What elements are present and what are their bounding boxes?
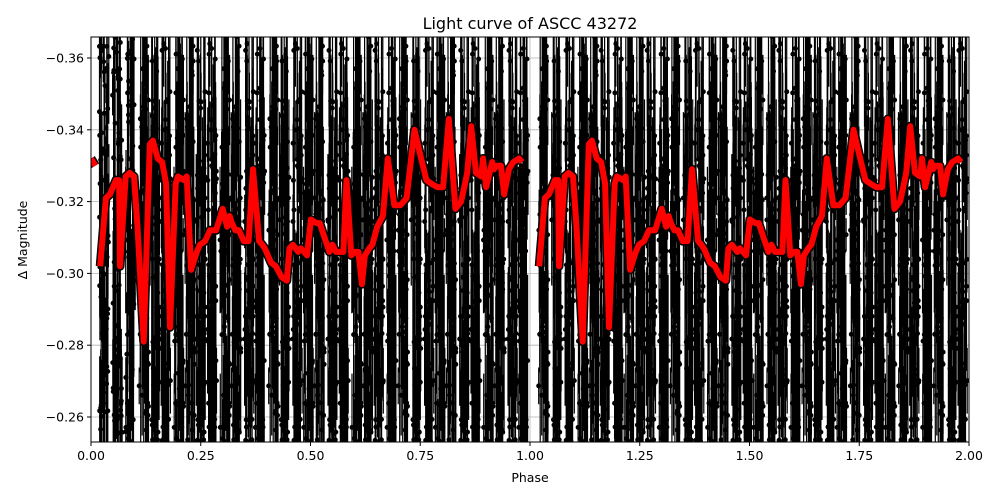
y-tick-label: −0.34 <box>46 122 84 137</box>
x-axis-label: Phase <box>511 470 549 485</box>
x-tick-label: 0.50 <box>297 448 325 463</box>
x-tick-label: 1.25 <box>626 448 654 463</box>
x-tick-label: 2.00 <box>955 448 983 463</box>
y-tick-label: −0.30 <box>46 266 84 281</box>
chart-title: Light curve of ASCC 43272 <box>423 14 638 33</box>
x-tick-label: 0.25 <box>187 448 215 463</box>
x-tick-label: 0.00 <box>77 448 105 463</box>
x-tick-label: 1.00 <box>516 448 544 463</box>
y-tick-label: −0.32 <box>46 194 84 209</box>
y-axis-label: Δ Magnitude <box>15 200 30 279</box>
x-tick-label: 1.75 <box>845 448 873 463</box>
x-axis-ticks: 0.00 0.25 0.50 0.75 1.00 1.25 1.50 1.75 2.00 <box>77 442 983 463</box>
binned-red-curve <box>91 114 965 347</box>
y-tick-label: −0.26 <box>46 410 84 425</box>
x-tick-label: 0.75 <box>406 448 434 463</box>
y-tick-label: −0.36 <box>46 51 84 66</box>
x-tick-label: 1.50 <box>736 448 764 463</box>
y-tick-label: −0.28 <box>46 338 84 353</box>
y-axis-ticks: −0.36 −0.34 −0.32 −0.30 −0.28 −0.26 <box>46 51 91 425</box>
